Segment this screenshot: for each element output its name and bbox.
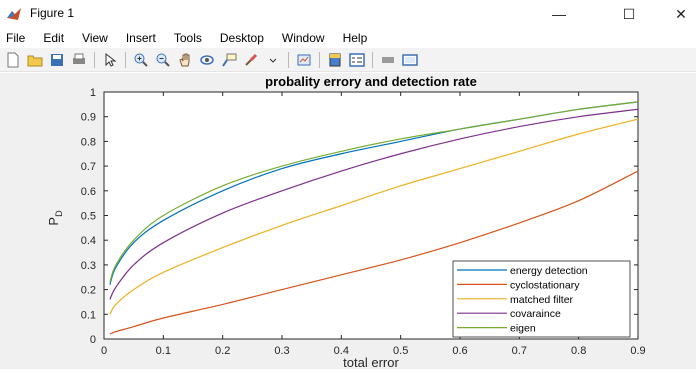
matlab-figure-icon — [7, 8, 21, 20]
chart-title: probality errory and detection rate — [265, 74, 477, 89]
figure-canvas: probality errory and detection rate tota… — [0, 73, 696, 370]
y-tick-label: 0 — [90, 334, 96, 346]
legend-label: energy detection — [510, 265, 588, 277]
series-line-cyclostationary — [109, 170, 639, 335]
pan-icon[interactable] — [174, 50, 196, 70]
x-tick-label: 0 — [101, 345, 107, 357]
x-tick-label: 0.6 — [452, 345, 467, 357]
menu-window[interactable]: Window — [281, 31, 325, 45]
menu-desktop[interactable]: Desktop — [219, 31, 264, 45]
legend-label: cyclostationary — [510, 279, 580, 291]
y-tick-label: 0.6 — [81, 186, 96, 198]
y-tick-label: 0.7 — [81, 161, 96, 173]
hide-plot-tools-icon[interactable] — [377, 50, 399, 70]
x-axis-label: total error — [343, 355, 399, 369]
save-icon[interactable] — [46, 50, 68, 70]
menu-tools[interactable]: Tools — [173, 31, 202, 45]
toolbar-separator — [372, 51, 373, 68]
x-tick-label: 0.9 — [630, 345, 645, 357]
figure-toolbar — [0, 48, 696, 72]
window-title: Figure 1 — [30, 6, 75, 20]
brush-icon[interactable] — [240, 50, 262, 70]
toolbar-separator — [288, 51, 289, 68]
y-axis-label-main: P — [46, 217, 61, 226]
x-tick-label: 0.1 — [156, 345, 171, 357]
axis-ticks: 0 0.1 0.2 0.3 0.4 0.5 0.6 0.7 0.8 0.9 0 0.1 0.2 0.3 0.… — [81, 87, 646, 357]
menu-insert[interactable]: Insert — [125, 31, 156, 45]
line-chart: probality errory and detection rate tota… — [46, 74, 646, 370]
maximize-button[interactable]: ☐ — [622, 5, 636, 22]
menu-view[interactable]: View — [82, 31, 108, 45]
toolbar-separator — [125, 51, 126, 68]
close-button[interactable]: ✕ — [675, 5, 687, 22]
menu-file[interactable]: File — [6, 31, 26, 45]
y-tick-label: 0.1 — [81, 309, 96, 321]
menu-bar: File Edit View Insert Tools Desktop Wind… — [0, 28, 696, 48]
x-tick-label: 0.8 — [571, 345, 586, 357]
y-tick-label: 0.9 — [81, 112, 96, 124]
rotate-3d-icon[interactable] — [196, 50, 218, 70]
x-tick-label: 0.5 — [393, 345, 408, 357]
legend-label: covaraince — [510, 308, 561, 320]
menu-edit[interactable]: Edit — [43, 31, 65, 45]
show-plot-tools-icon[interactable] — [399, 50, 421, 70]
y-tick-label: 0.5 — [81, 211, 96, 223]
x-tick-label: 0.2 — [215, 345, 230, 357]
series-line-covaraince — [109, 108, 639, 300]
menu-help[interactable]: Help — [342, 31, 368, 45]
toolbar-separator — [319, 51, 320, 68]
x-tick-label: 0.4 — [334, 345, 349, 357]
y-tick-label: 0.8 — [81, 136, 96, 148]
series-lines — [109, 101, 639, 335]
zoom-out-icon[interactable] — [152, 50, 174, 70]
legend-label: matched filter — [510, 294, 574, 306]
minimize-button[interactable]: — — [552, 6, 566, 22]
chevron-down-icon[interactable] — [262, 50, 284, 70]
open-file-icon[interactable] — [24, 50, 46, 70]
toolbar-separator — [94, 51, 95, 68]
y-tick-label: 1 — [90, 87, 96, 99]
colorbar-icon[interactable] — [324, 50, 346, 70]
y-tick-label: 0.3 — [81, 260, 96, 272]
legend: energy detection cyclostationary matched f… — [452, 260, 631, 338]
edit-plot-icon[interactable] — [99, 50, 121, 70]
x-tick-label: 0.3 — [274, 345, 289, 357]
y-tick-label: 0.4 — [81, 235, 96, 247]
data-cursor-icon[interactable] — [218, 50, 240, 70]
link-plot-icon[interactable] — [293, 50, 315, 70]
legend-label: eigen — [510, 323, 536, 335]
new-figure-icon[interactable] — [2, 50, 24, 70]
title-bar: Figure 1 — ☐ ✕ — [0, 0, 696, 28]
legend-icon[interactable] — [346, 50, 368, 70]
y-axis-label-subscript: D — [54, 210, 64, 217]
series-line-matched-filter — [109, 118, 639, 315]
y-tick-label: 0.2 — [81, 285, 96, 297]
series-line-eigen — [109, 101, 639, 283]
x-tick-label: 0.7 — [512, 345, 527, 357]
y-axis-label: PD — [46, 210, 64, 226]
print-icon[interactable] — [68, 50, 90, 70]
zoom-in-icon[interactable] — [130, 50, 152, 70]
